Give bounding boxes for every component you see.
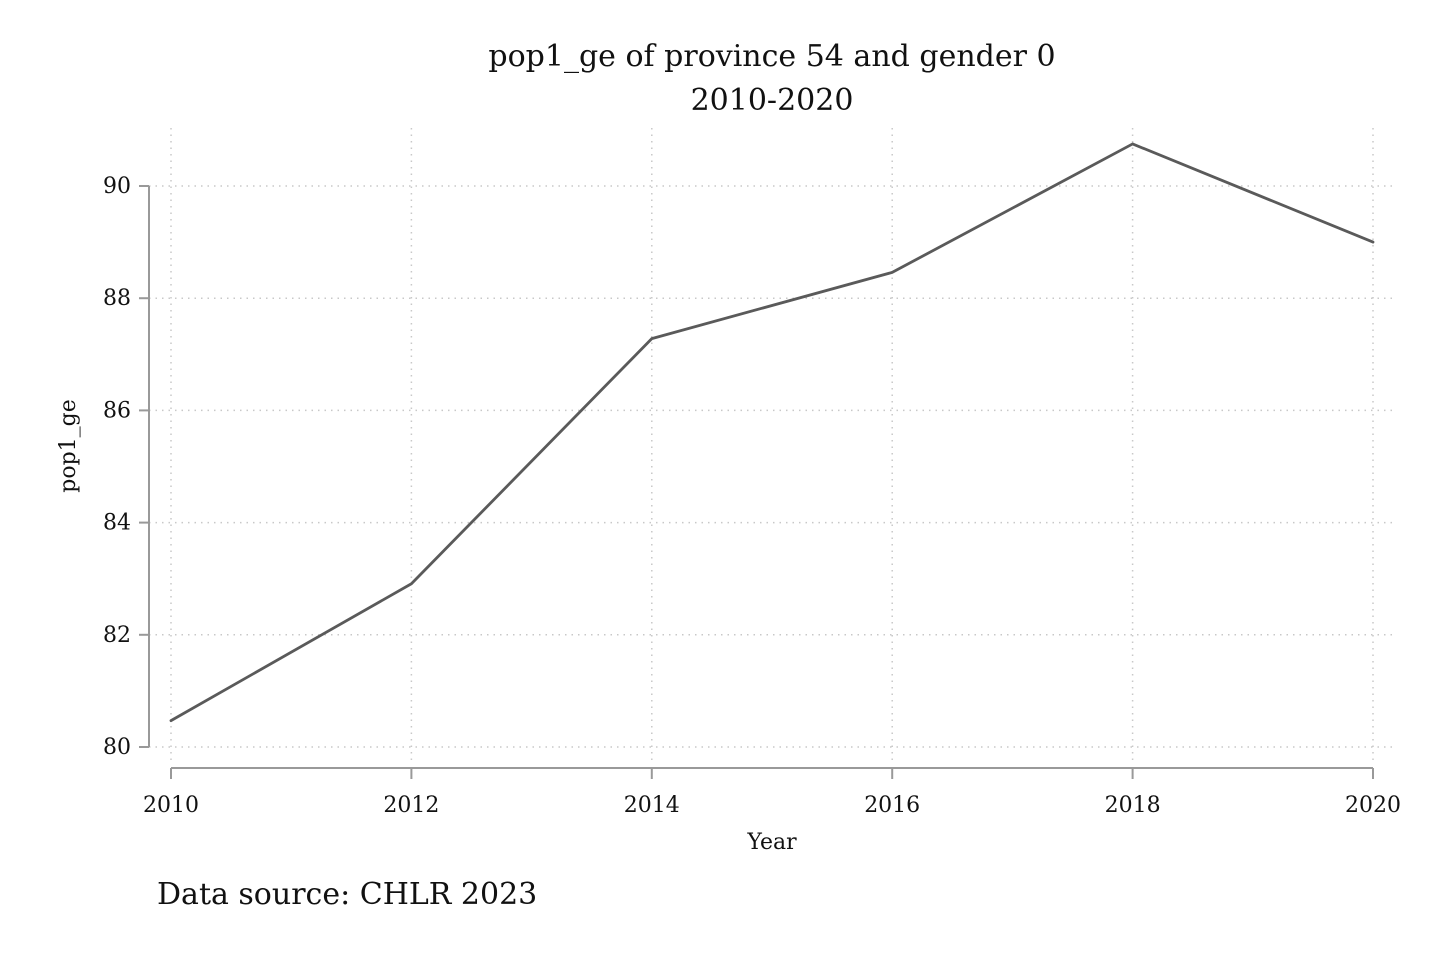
series-layer — [169, 142, 1375, 723]
chart-subtitle: 2010-2020 — [691, 83, 854, 118]
x-tick-label: 2020 — [1345, 793, 1401, 818]
x-tick-label: 2014 — [624, 793, 680, 818]
y-tick-label: 86 — [103, 398, 131, 423]
x-tick-label: 2018 — [1105, 793, 1161, 818]
y-axis-title: pop1_ge — [56, 399, 81, 493]
grid-lines — [149, 128, 1393, 765]
x-tick-label: 2016 — [864, 793, 920, 818]
x-tick-label: 2010 — [143, 793, 199, 818]
y-tick-label: 88 — [103, 286, 131, 311]
axes — [139, 185, 1374, 779]
y-tick-label: 80 — [103, 735, 131, 760]
chart-title: pop1_ge of province 54 and gender 0 — [488, 39, 1055, 74]
x-axis-title: Year — [746, 830, 797, 855]
y-tick-label: 82 — [103, 623, 131, 648]
series-line-0 — [169, 142, 1375, 723]
data-source-note: Data source: CHLR 2023 — [157, 877, 537, 912]
y-tick-label: 84 — [103, 511, 131, 536]
y-tick-label: 90 — [103, 174, 131, 199]
tick-labels: 80 82 84 86 88 90 2010 2012 2014 2016 2018 2020 — [103, 174, 1401, 818]
x-tick-label: 2012 — [383, 793, 439, 818]
